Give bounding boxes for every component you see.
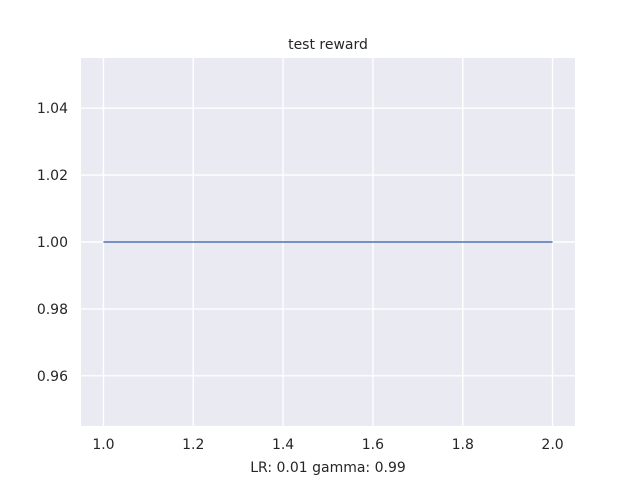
y-tick-label: 1.02 [37, 168, 68, 184]
chart-title: test reward [288, 37, 368, 53]
y-tick-label: 0.96 [37, 369, 68, 385]
x-axis-label: LR: 0.01 gamma: 0.99 [250, 460, 406, 476]
y-axis-ticks: 0.96 0.98 1.00 1.02 1.04 [37, 101, 68, 385]
x-axis-ticks: 1.0 1.2 1.4 1.6 1.8 2.0 [92, 437, 563, 453]
y-tick-label: 1.00 [37, 235, 68, 251]
x-tick-label: 1.2 [182, 437, 204, 453]
x-tick-label: 1.6 [362, 437, 384, 453]
x-tick-label: 2.0 [541, 437, 563, 453]
x-tick-label: 1.8 [452, 437, 474, 453]
y-tick-label: 1.04 [37, 101, 68, 117]
x-tick-label: 1.4 [272, 437, 294, 453]
x-tick-label: 1.0 [92, 437, 114, 453]
y-tick-label: 0.98 [37, 302, 68, 318]
